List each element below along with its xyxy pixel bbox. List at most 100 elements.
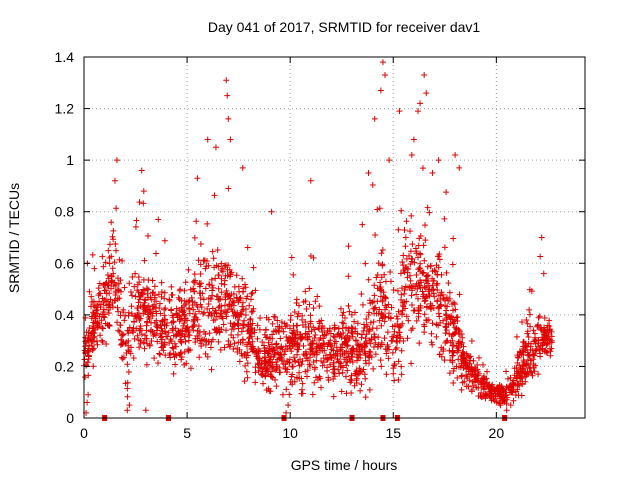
data-point bbox=[278, 319, 285, 326]
data-point bbox=[444, 337, 451, 344]
data-point bbox=[293, 299, 300, 306]
data-point bbox=[458, 373, 465, 380]
data-point bbox=[113, 157, 120, 164]
data-point bbox=[263, 387, 270, 394]
data-point bbox=[239, 303, 246, 310]
data-point bbox=[113, 247, 120, 254]
data-point bbox=[104, 271, 111, 278]
data-point bbox=[191, 234, 198, 241]
data-point bbox=[443, 324, 450, 331]
y-tick-label: 0 bbox=[66, 410, 74, 426]
data-point bbox=[217, 310, 224, 317]
data-point bbox=[540, 270, 547, 277]
data-point bbox=[403, 264, 410, 271]
data-point bbox=[94, 322, 101, 329]
data-point bbox=[242, 312, 249, 319]
data-point bbox=[251, 329, 258, 336]
data-point bbox=[410, 136, 417, 143]
data-point bbox=[240, 306, 247, 313]
data-point bbox=[140, 310, 147, 317]
data-point bbox=[112, 291, 119, 298]
data-point bbox=[273, 383, 280, 390]
data-point bbox=[319, 362, 326, 369]
data-point bbox=[395, 308, 402, 315]
data-point bbox=[524, 330, 531, 337]
data-point bbox=[321, 331, 328, 338]
data-point bbox=[450, 235, 457, 242]
data-point bbox=[441, 215, 448, 222]
data-point bbox=[302, 330, 309, 337]
data-point bbox=[231, 283, 238, 290]
data-point bbox=[462, 362, 469, 369]
data-point bbox=[408, 212, 415, 219]
data-point bbox=[177, 286, 184, 293]
data-point bbox=[197, 261, 204, 268]
data-point bbox=[122, 312, 129, 319]
data-point bbox=[505, 384, 512, 391]
data-point bbox=[362, 260, 369, 267]
data-point bbox=[306, 285, 313, 292]
data-point bbox=[224, 92, 231, 99]
data-point bbox=[420, 291, 427, 298]
data-point bbox=[330, 393, 337, 400]
data-point bbox=[143, 322, 150, 329]
data-point bbox=[125, 368, 132, 375]
data-point bbox=[214, 246, 221, 253]
data-point bbox=[97, 332, 104, 339]
data-point bbox=[185, 298, 192, 305]
data-point bbox=[262, 326, 269, 333]
data-point bbox=[540, 328, 547, 335]
data-point bbox=[273, 340, 280, 347]
data-point bbox=[535, 314, 542, 321]
data-point bbox=[175, 328, 182, 335]
data-point bbox=[354, 341, 361, 348]
data-point bbox=[343, 390, 350, 397]
data-point bbox=[526, 365, 533, 372]
data-point bbox=[215, 338, 222, 345]
data-point bbox=[331, 340, 338, 347]
data-point bbox=[236, 314, 243, 321]
data-point bbox=[310, 351, 317, 358]
data-point bbox=[543, 340, 550, 347]
data-point bbox=[241, 322, 248, 329]
data-point bbox=[159, 344, 166, 351]
data-point bbox=[544, 330, 551, 337]
data-point bbox=[286, 334, 293, 341]
data-point bbox=[514, 354, 521, 361]
data-point bbox=[302, 288, 309, 295]
data-point bbox=[391, 377, 398, 384]
data-point bbox=[84, 349, 91, 356]
data-point bbox=[303, 373, 310, 380]
data-point bbox=[223, 287, 230, 294]
data-point bbox=[227, 273, 234, 280]
data-point bbox=[258, 371, 265, 378]
data-point bbox=[318, 384, 325, 391]
data-point bbox=[491, 397, 498, 404]
data-point bbox=[236, 295, 243, 302]
data-point bbox=[470, 382, 477, 389]
data-point bbox=[187, 347, 194, 354]
data-point bbox=[403, 313, 410, 320]
data-point bbox=[546, 323, 553, 330]
data-point bbox=[387, 314, 394, 321]
data-point bbox=[510, 397, 517, 404]
data-point bbox=[225, 262, 232, 269]
data-point bbox=[149, 277, 156, 284]
data-point bbox=[331, 324, 338, 331]
data-point bbox=[317, 347, 324, 354]
data-point bbox=[92, 307, 99, 314]
data-point bbox=[227, 320, 234, 327]
data-point bbox=[85, 352, 92, 359]
data-point bbox=[299, 380, 306, 387]
data-point bbox=[191, 313, 198, 320]
data-point bbox=[150, 332, 157, 339]
data-point bbox=[311, 379, 318, 386]
data-point bbox=[313, 374, 320, 381]
data-point bbox=[136, 344, 143, 351]
data-point bbox=[102, 259, 109, 266]
data-point bbox=[451, 301, 458, 308]
data-point bbox=[296, 342, 303, 349]
data-point bbox=[366, 326, 373, 333]
data-point bbox=[378, 341, 385, 348]
data-point bbox=[409, 241, 416, 248]
